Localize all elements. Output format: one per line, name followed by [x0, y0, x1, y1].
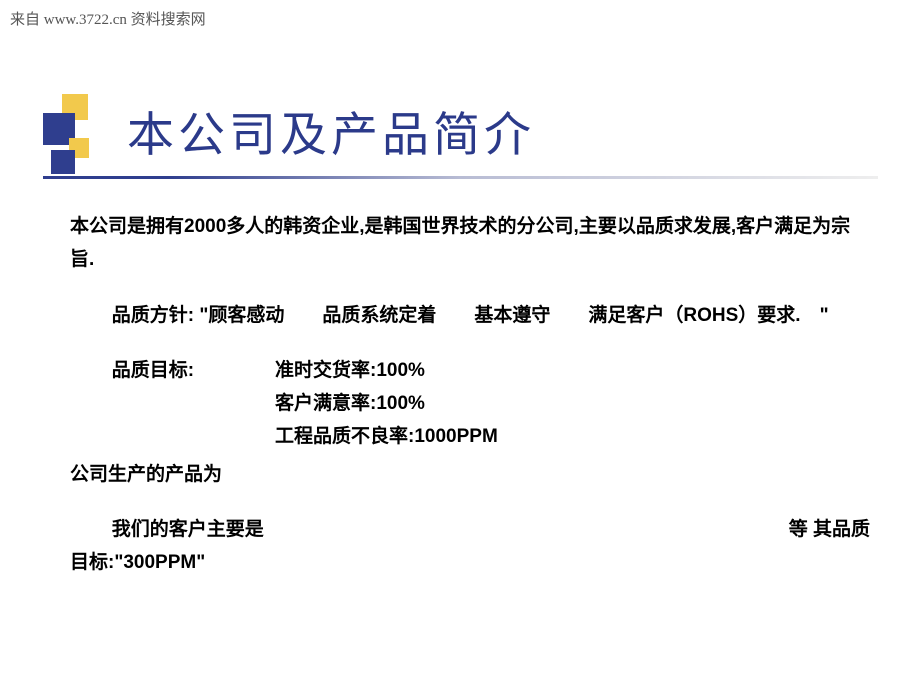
- watermark-text: 来自 www.3722.cn 资料搜索网: [10, 8, 206, 29]
- title-underline: [43, 176, 878, 179]
- slide-header: 本公司及产品简介: [0, 88, 920, 183]
- goals-block: 品质目标: 准时交货率:100% 客户满意率:100% 工程品质不良率:1000…: [70, 354, 870, 454]
- goals-label: 品质目标:: [70, 354, 275, 387]
- slide-body: 本公司是拥有2000多人的韩资企业,是韩国世界技术的分公司,主要以品质求发展,客…: [70, 210, 870, 579]
- goals-value: 准时交货率:100%: [275, 354, 870, 387]
- policy-paragraph: 品质方针: "顾客感动 品质系统定着 基本遵守 满足客户（ROHS）要求. ": [70, 299, 870, 332]
- goals-value: 客户满意率:100%: [70, 387, 870, 420]
- customers-paragraph: 我们的客户主要是 等 其品质: [70, 513, 870, 546]
- title-decoration: [43, 88, 113, 183]
- customers-right: 等 其品质: [747, 513, 870, 546]
- slide-title: 本公司及产品简介: [127, 96, 535, 165]
- goals-row: 品质目标: 准时交货率:100%: [70, 354, 870, 387]
- intro-paragraph: 本公司是拥有2000多人的韩资企业,是韩国世界技术的分公司,主要以品质求发展,客…: [70, 210, 870, 277]
- customers-left: 我们的客户主要是: [112, 519, 264, 540]
- deco-square: [51, 150, 75, 174]
- target-paragraph: 目标:"300PPM": [70, 546, 870, 579]
- goals-value: 工程品质不良率:1000PPM: [70, 420, 870, 453]
- products-paragraph: 公司生产的产品为: [70, 458, 870, 491]
